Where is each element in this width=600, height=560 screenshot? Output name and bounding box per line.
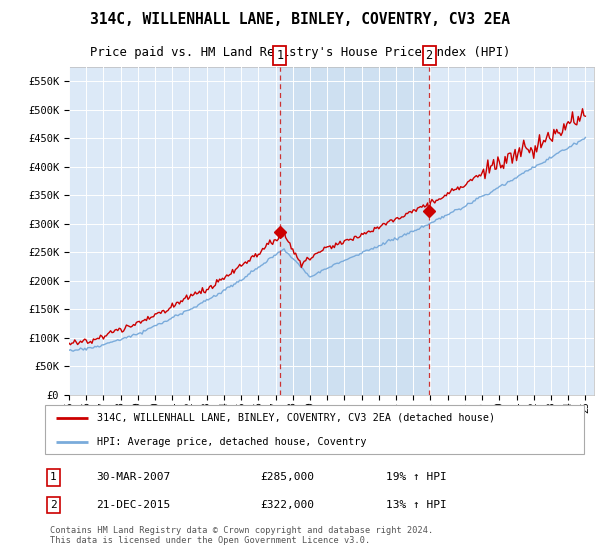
Text: 2: 2 [425,49,433,62]
Text: £322,000: £322,000 [260,500,314,510]
Text: 19% ↑ HPI: 19% ↑ HPI [386,473,447,482]
Text: 2: 2 [50,500,57,510]
Text: Price paid vs. HM Land Registry's House Price Index (HPI): Price paid vs. HM Land Registry's House … [90,46,510,59]
Text: 13% ↑ HPI: 13% ↑ HPI [386,500,447,510]
Text: 21-DEC-2015: 21-DEC-2015 [97,500,171,510]
Text: £285,000: £285,000 [260,473,314,482]
Text: 1: 1 [276,49,283,62]
Text: 314C, WILLENHALL LANE, BINLEY, COVENTRY, CV3 2EA (detached house): 314C, WILLENHALL LANE, BINLEY, COVENTRY,… [97,413,495,423]
Text: 30-MAR-2007: 30-MAR-2007 [97,473,171,482]
Text: 314C, WILLENHALL LANE, BINLEY, COVENTRY, CV3 2EA: 314C, WILLENHALL LANE, BINLEY, COVENTRY,… [90,12,510,27]
FancyBboxPatch shape [45,405,584,454]
Text: Contains HM Land Registry data © Crown copyright and database right 2024.
This d: Contains HM Land Registry data © Crown c… [50,526,433,545]
Text: HPI: Average price, detached house, Coventry: HPI: Average price, detached house, Cove… [97,437,366,447]
Bar [280,67,429,395]
Text: 1: 1 [50,473,57,482]
